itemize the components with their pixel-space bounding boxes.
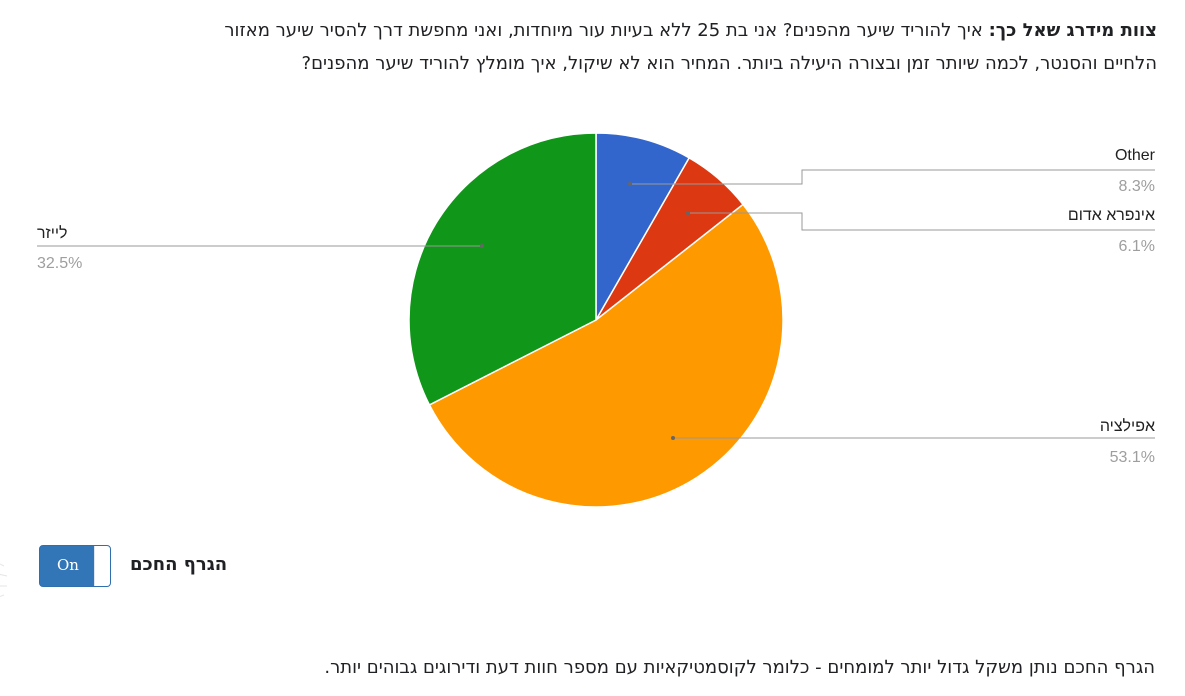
slice-label-laser: לייזר <box>37 224 68 242</box>
leader-line-infrared <box>688 212 1155 231</box>
slice-label-other: Other <box>1115 147 1156 164</box>
smart-graph-toggle[interactable]: On <box>39 545 111 587</box>
question-text-line1: איך להוריד שיער מהפנים? אני בת 25 ללא בע… <box>224 20 989 41</box>
decorative-arc <box>0 563 8 598</box>
toggle-on-label: On <box>57 556 79 574</box>
slice-label-infrared: אינפרא אדום <box>1068 207 1155 224</box>
slice-percent-infrared: 6.1% <box>1119 238 1155 255</box>
leader-dot-infrared <box>686 211 690 215</box>
pie-slice-epilation[interactable] <box>428 203 784 508</box>
leader-dot-laser <box>480 244 484 248</box>
pie-chart: Other 8.3% אינפרא אדום 6.1% אפילציה 53.1% לייז… <box>37 132 1156 508</box>
pie-slice-other[interactable] <box>595 132 691 323</box>
slice-percent-other: 8.3% <box>1119 178 1155 195</box>
question-text-line2: הלחיים והסנטר, לכמה שיותר זמן ובצורה היע… <box>301 53 1157 74</box>
survey-question: צוות מידרג שאל כך: איך להוריד שיער מהפני… <box>17 14 1157 80</box>
slice-percent-laser: 32.5% <box>37 255 82 272</box>
smart-graph-footnote: הגרף החכם נותן משקל גדול יותר למומחים - … <box>324 657 1155 678</box>
toggle-knob[interactable] <box>95 546 110 586</box>
leader-dot-other <box>628 182 632 186</box>
leader-dot-epilation <box>671 436 675 440</box>
pie-slice-laser[interactable] <box>408 132 597 406</box>
question-author: צוות מידרג שאל כך: <box>988 20 1157 41</box>
smart-graph-label: הגרף החכם <box>130 554 228 575</box>
slice-percent-epilation: 53.1% <box>1110 449 1155 466</box>
leader-line-other <box>630 169 1155 185</box>
slice-label-epilation: אפילציה <box>1100 417 1155 435</box>
